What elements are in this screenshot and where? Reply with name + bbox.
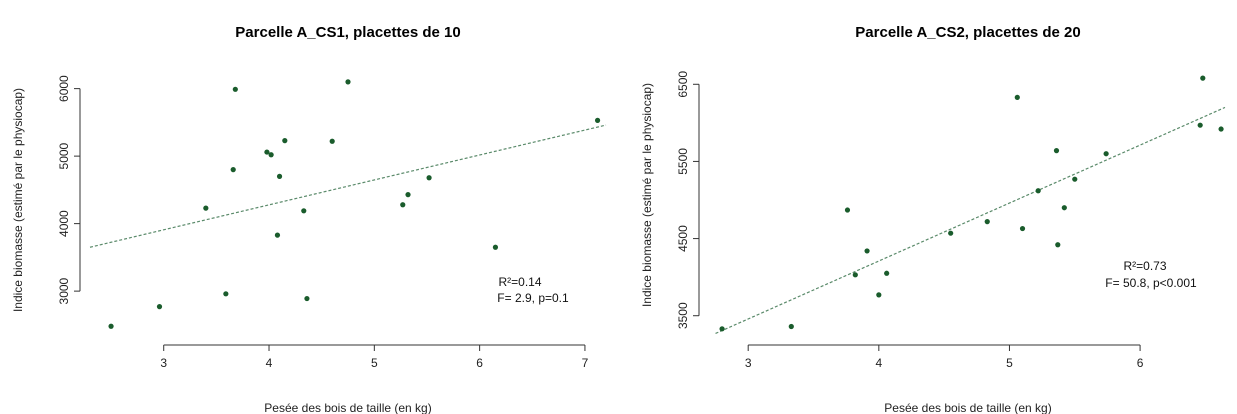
y-tick-label: 4000	[57, 210, 71, 237]
x-tick-label: 3	[745, 356, 752, 370]
data-point	[230, 167, 236, 173]
data-point	[276, 173, 283, 179]
y-axis-label: Indice biomasse (estimé par le physiocap…	[640, 83, 654, 307]
data-point	[156, 304, 163, 310]
chart-panel-right: Parcelle A_CS2, placettes de 20 Pesée de…	[619, 0, 1237, 414]
data-point	[984, 219, 990, 225]
r-squared-annotation: R²=0.14	[498, 275, 541, 289]
data-point	[264, 149, 270, 155]
data-point	[492, 244, 499, 250]
f-test-annotation: F= 2.9, p=0.1	[497, 291, 569, 305]
data-point	[405, 192, 411, 198]
data-point	[1061, 205, 1067, 211]
data-point	[1014, 94, 1020, 100]
scatter-chart-right: Parcelle A_CS2, placettes de 20 Pesée de…	[640, 24, 1226, 414]
x-tick-label: 6	[1137, 356, 1144, 370]
data-point	[301, 208, 307, 214]
y-tick-label: 4500	[676, 225, 690, 252]
x-tick-label: 6	[476, 356, 483, 370]
r-squared-annotation: R²=0.73	[1123, 259, 1166, 273]
chart-title: Parcelle A_CS1, placettes de 10	[235, 24, 460, 41]
x-tick-label: 4	[875, 356, 882, 370]
data-point	[1035, 188, 1041, 194]
x-tick-label: 5	[371, 356, 378, 370]
data-point	[1055, 242, 1061, 248]
x-tick-label: 5	[1006, 356, 1013, 370]
data-point	[1072, 176, 1078, 182]
data-point	[223, 291, 229, 297]
data-point	[282, 138, 288, 144]
data-point	[1218, 126, 1224, 132]
data-point	[876, 292, 882, 298]
data-point	[274, 232, 281, 238]
data-point	[1019, 225, 1026, 232]
y-tick-label: 6500	[676, 71, 690, 98]
data-point	[268, 152, 274, 158]
chart-title: Parcelle A_CS2, placettes de 20	[855, 24, 1080, 41]
data-point	[788, 323, 794, 330]
y-tick-label: 5000	[57, 142, 71, 169]
data-point	[864, 248, 870, 254]
data-point	[1197, 122, 1203, 128]
data-point	[345, 79, 351, 85]
y-tick-label: 3500	[676, 302, 690, 329]
data-point	[400, 202, 406, 208]
data-point	[594, 117, 601, 123]
data-point	[948, 230, 954, 236]
x-axis-label: Pesée des bois de taille (en kg)	[264, 401, 431, 414]
data-point	[1053, 148, 1060, 154]
x-axis-label: Pesée des bois de taille (en kg)	[884, 401, 1051, 414]
x-tick-label: 4	[266, 356, 273, 370]
regression-line	[715, 106, 1226, 335]
data-point	[844, 207, 851, 213]
f-test-annotation: F= 50.8, p<0.001	[1105, 276, 1197, 290]
data-point	[1103, 151, 1109, 157]
x-tick-label: 7	[582, 356, 589, 370]
data-point	[108, 323, 114, 329]
data-point	[426, 175, 432, 181]
data-point	[232, 86, 238, 92]
data-point	[329, 138, 335, 144]
scatter-chart-left: Parcelle A_CS1, placettes de 10 Pesée de…	[11, 24, 607, 414]
y-tick-label: 3000	[57, 277, 71, 304]
data-point	[304, 295, 310, 302]
y-axis-label: Indice biomasse (estimé par le physiocap…	[11, 88, 25, 312]
y-tick-label: 6000	[57, 75, 71, 102]
data-point	[884, 270, 890, 276]
regression-line	[89, 124, 607, 248]
data-point	[852, 272, 858, 278]
data-point	[1200, 75, 1206, 81]
data-point	[719, 326, 725, 332]
data-point	[203, 205, 209, 211]
x-tick-label: 3	[160, 356, 167, 370]
y-tick-label: 5500	[676, 148, 690, 175]
chart-panel-left: Parcelle A_CS1, placettes de 10 Pesée de…	[0, 0, 618, 414]
